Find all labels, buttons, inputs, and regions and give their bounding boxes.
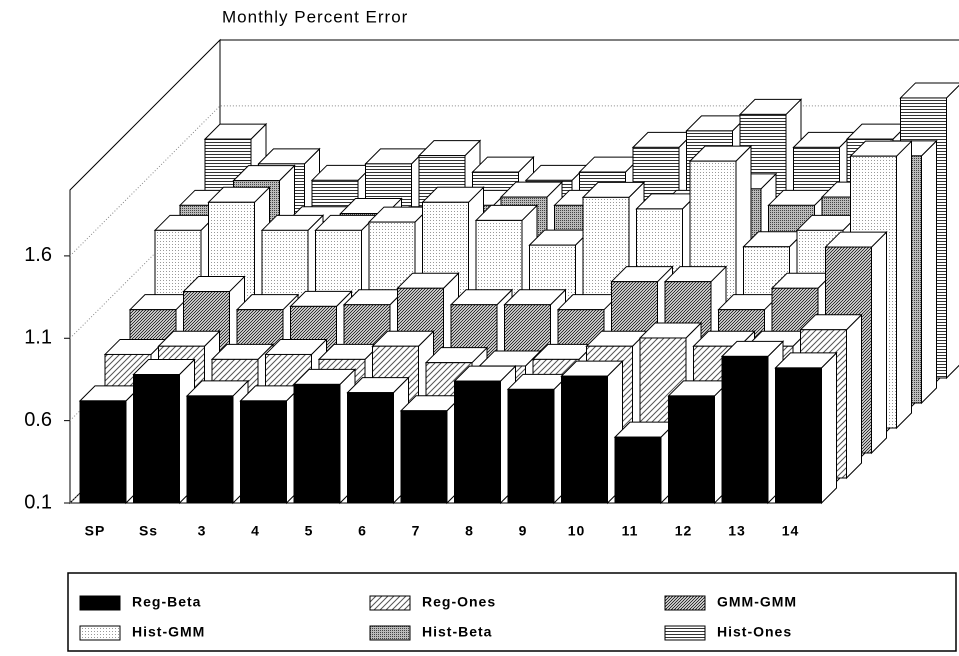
legend-label: Hist-GMM [132, 624, 205, 640]
x-tick-label: 8 [465, 523, 474, 539]
y-tick-label: 1.1 [24, 327, 52, 349]
x-tick-label: 11 [622, 523, 639, 539]
bar [560, 359, 624, 505]
bar [453, 364, 517, 505]
bar [132, 358, 196, 505]
bar [399, 394, 464, 505]
legend-label: Hist-Ones [717, 624, 792, 640]
x-tick-label: 12 [675, 523, 693, 539]
bar [774, 351, 838, 505]
legend-label: Hist-Beta [422, 624, 492, 640]
x-tick-label: 4 [251, 523, 260, 539]
x-tick-label: 13 [728, 523, 746, 539]
bar [346, 376, 410, 505]
chart-title: Monthly Percent Error [222, 7, 408, 26]
legend-box [67, 572, 957, 652]
x-tick-label: Ss [139, 523, 158, 539]
x-tick-label: 3 [198, 523, 207, 539]
y-tick-label: 0.1 [24, 491, 52, 513]
legend-swatch [79, 595, 121, 611]
legend-swatch [664, 595, 706, 611]
legend-swatch [79, 625, 121, 641]
bar [667, 379, 731, 505]
bar [78, 384, 143, 505]
x-tick-label: 6 [358, 523, 367, 539]
legend-swatch [369, 625, 411, 641]
legend-swatch [664, 625, 706, 641]
x-tick-label: SP [85, 523, 106, 539]
bar [506, 373, 571, 505]
x-tick-label: 14 [782, 523, 800, 539]
legend-label: GMM-GMM [717, 594, 797, 610]
y-tick-label: 1.6 [24, 244, 52, 266]
legend-swatch [369, 595, 411, 611]
x-tick-label: 7 [412, 523, 421, 539]
bar [292, 368, 357, 505]
y-tick-label: 0.6 [24, 409, 52, 431]
bar [239, 384, 303, 505]
bar [720, 340, 785, 505]
bar [185, 379, 250, 505]
x-tick-label: 5 [305, 523, 314, 539]
bar [613, 420, 678, 505]
legend-label: Reg-Beta [132, 594, 201, 610]
legend-label: Reg-Ones [422, 594, 496, 610]
x-tick-label: 10 [568, 523, 586, 539]
x-tick-label: 9 [519, 523, 528, 539]
